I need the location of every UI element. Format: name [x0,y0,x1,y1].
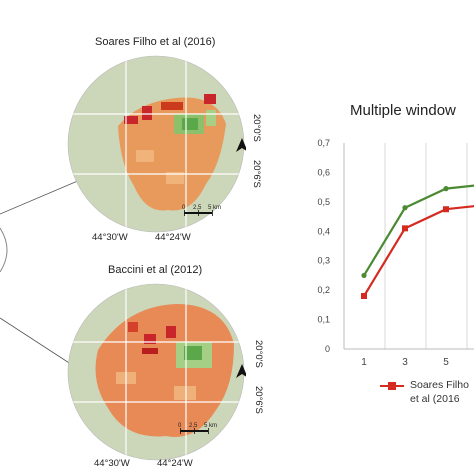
patch-red [142,348,158,354]
scale-bar-icon [180,428,209,434]
patch-light [166,172,184,184]
patch-green [206,110,216,126]
patch-green [182,118,198,130]
north-arrow-icon [236,138,246,152]
lon-label-2: 44°24'W [155,232,191,243]
lat-label-1: 20°0'S [251,114,262,142]
scale-label-end: 5 km [208,205,222,211]
legend-label-line1: Soares Filho [410,379,469,391]
x-tick-label: 3 [402,357,408,368]
y-tick-label: 0,3 [317,256,330,266]
scale-label-0: 0 [182,205,186,211]
patch-light [136,150,154,162]
x-tick-label: 1 [361,357,367,368]
patch-red [128,322,138,332]
scale-bar-icon [184,210,213,216]
data-point-green [361,272,367,279]
data-point-green [402,205,408,211]
region-shape [95,304,235,437]
data-point-green [443,186,449,192]
series-line-red [363,205,474,297]
patch-green [184,346,202,360]
partial-circle-edge [0,227,8,273]
data-point-red [402,225,408,232]
x-tick-label: 5 [443,357,449,368]
patch-red [161,102,183,110]
y-tick-label: 0,7 [317,138,330,148]
y-tick-label: 0,1 [317,315,330,325]
y-tick-label: 0,6 [317,167,330,177]
map-title-1: Soares Filho et al (2016) [95,36,216,48]
scale-label-0: 0 [178,423,182,429]
north-arrow-icon [236,364,246,378]
chart-title: Multiple window [350,102,456,119]
map-raster [68,56,244,232]
map-raster [68,284,244,460]
lat-label-2: 20°6'S [253,386,264,414]
data-point-red [361,293,367,300]
patch-red [204,94,216,104]
map-title-2: Baccini et al (2012) [108,264,203,276]
map-soares-filho [67,55,246,233]
patch-red [142,106,152,120]
lat-label-1: 20°0'S [253,340,264,368]
y-tick-label: 0,4 [317,226,330,236]
y-tick-label: 0 [325,344,330,354]
patch-light [174,386,196,400]
series-line-green [363,184,474,276]
lon-label-1: 44°30'W [92,232,128,243]
line-chart: 0 0,1 0,2 0,3 0,4 0,5 0,6 0,7 1 3 5 [317,138,474,368]
connector-line-top [0,179,81,215]
y-tick-label: 0,5 [317,197,330,207]
patch-red [166,326,176,338]
data-point-red [443,206,449,213]
patch-red [144,334,156,344]
map-baccini [67,283,246,461]
legend-label-line2: et al (2016 [410,393,460,405]
scale-label-end: 5 km [204,423,218,429]
scale-label-mid: 2,5 [189,423,198,429]
lat-label-2: 20°6'S [251,160,262,188]
lon-label-1: 44°30'W [94,458,130,469]
patch-red [124,116,138,124]
legend-marker-icon [380,382,404,390]
y-tick-label: 0,2 [317,285,330,295]
scale-label-mid: 2,5 [193,205,202,211]
connector-line-bottom [0,317,81,371]
lon-label-2: 44°24'W [157,458,193,469]
